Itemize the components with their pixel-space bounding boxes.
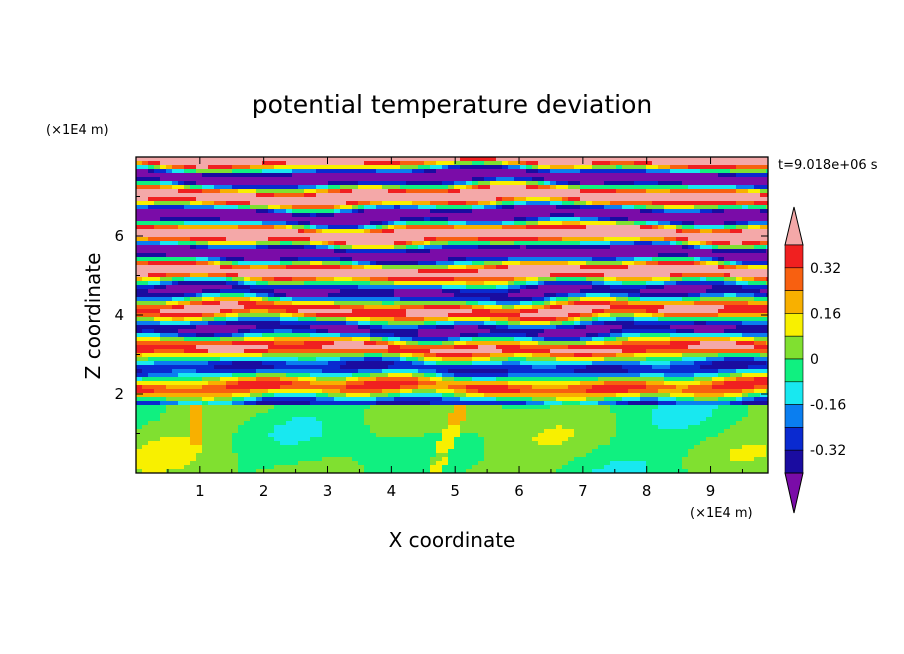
x-tick-label: 3 xyxy=(323,482,333,500)
x-axis-label: X coordinate xyxy=(389,528,516,552)
x-tick-label: 8 xyxy=(642,482,652,500)
time-label: t=9.018e+06 s xyxy=(778,158,878,173)
colorbar-min-extension xyxy=(784,472,804,514)
x-tick-label: 6 xyxy=(514,482,524,500)
colorbar-label: 0.32 xyxy=(810,261,841,277)
colorbar-segment xyxy=(784,313,804,337)
y-tick-label: 4 xyxy=(114,306,124,324)
colorbar-segment xyxy=(784,244,804,269)
x-tick-label: 4 xyxy=(387,482,397,500)
colorbar-segment xyxy=(784,267,804,291)
x-tick-label: 2 xyxy=(259,482,269,500)
colorbar-segment xyxy=(784,335,804,360)
colorbar-segment xyxy=(784,427,804,451)
colorbar-segment xyxy=(784,290,804,314)
colorbar-label: 0.16 xyxy=(810,306,841,322)
colorbar-label: -0.32 xyxy=(810,443,846,459)
x-axis-ticks: 1 2 3 4 5 6 7 8 9 xyxy=(167,157,743,500)
x-tick-label: 9 xyxy=(706,482,716,500)
colorbar-label: -0.16 xyxy=(810,398,846,414)
chart-title: potential temperature deviation xyxy=(252,90,652,119)
colorbar-segment xyxy=(784,381,804,405)
colorbar-max-extension xyxy=(784,206,804,246)
x-tick-label: 1 xyxy=(195,482,205,500)
y-axis-ticks: 2 4 6 xyxy=(114,196,768,434)
contour-field xyxy=(136,157,768,473)
y-axis-label: Z coordinate xyxy=(81,253,105,380)
y-tick-label: 2 xyxy=(114,385,124,403)
colorbar-segment xyxy=(784,358,804,383)
y-tick-label: 6 xyxy=(114,227,124,245)
colorbar-segment xyxy=(784,404,804,428)
colorbar: 0.32 0.16 0 -0.16 -0.32 xyxy=(784,206,846,514)
x-unit-label: (×1E4 m) xyxy=(690,506,753,521)
x-tick-label: 5 xyxy=(450,482,460,500)
colorbar-segment xyxy=(784,449,804,474)
colorbar-label: 0 xyxy=(810,352,819,368)
y-unit-label: (×1E4 m) xyxy=(46,123,109,138)
x-tick-label: 7 xyxy=(578,482,588,500)
